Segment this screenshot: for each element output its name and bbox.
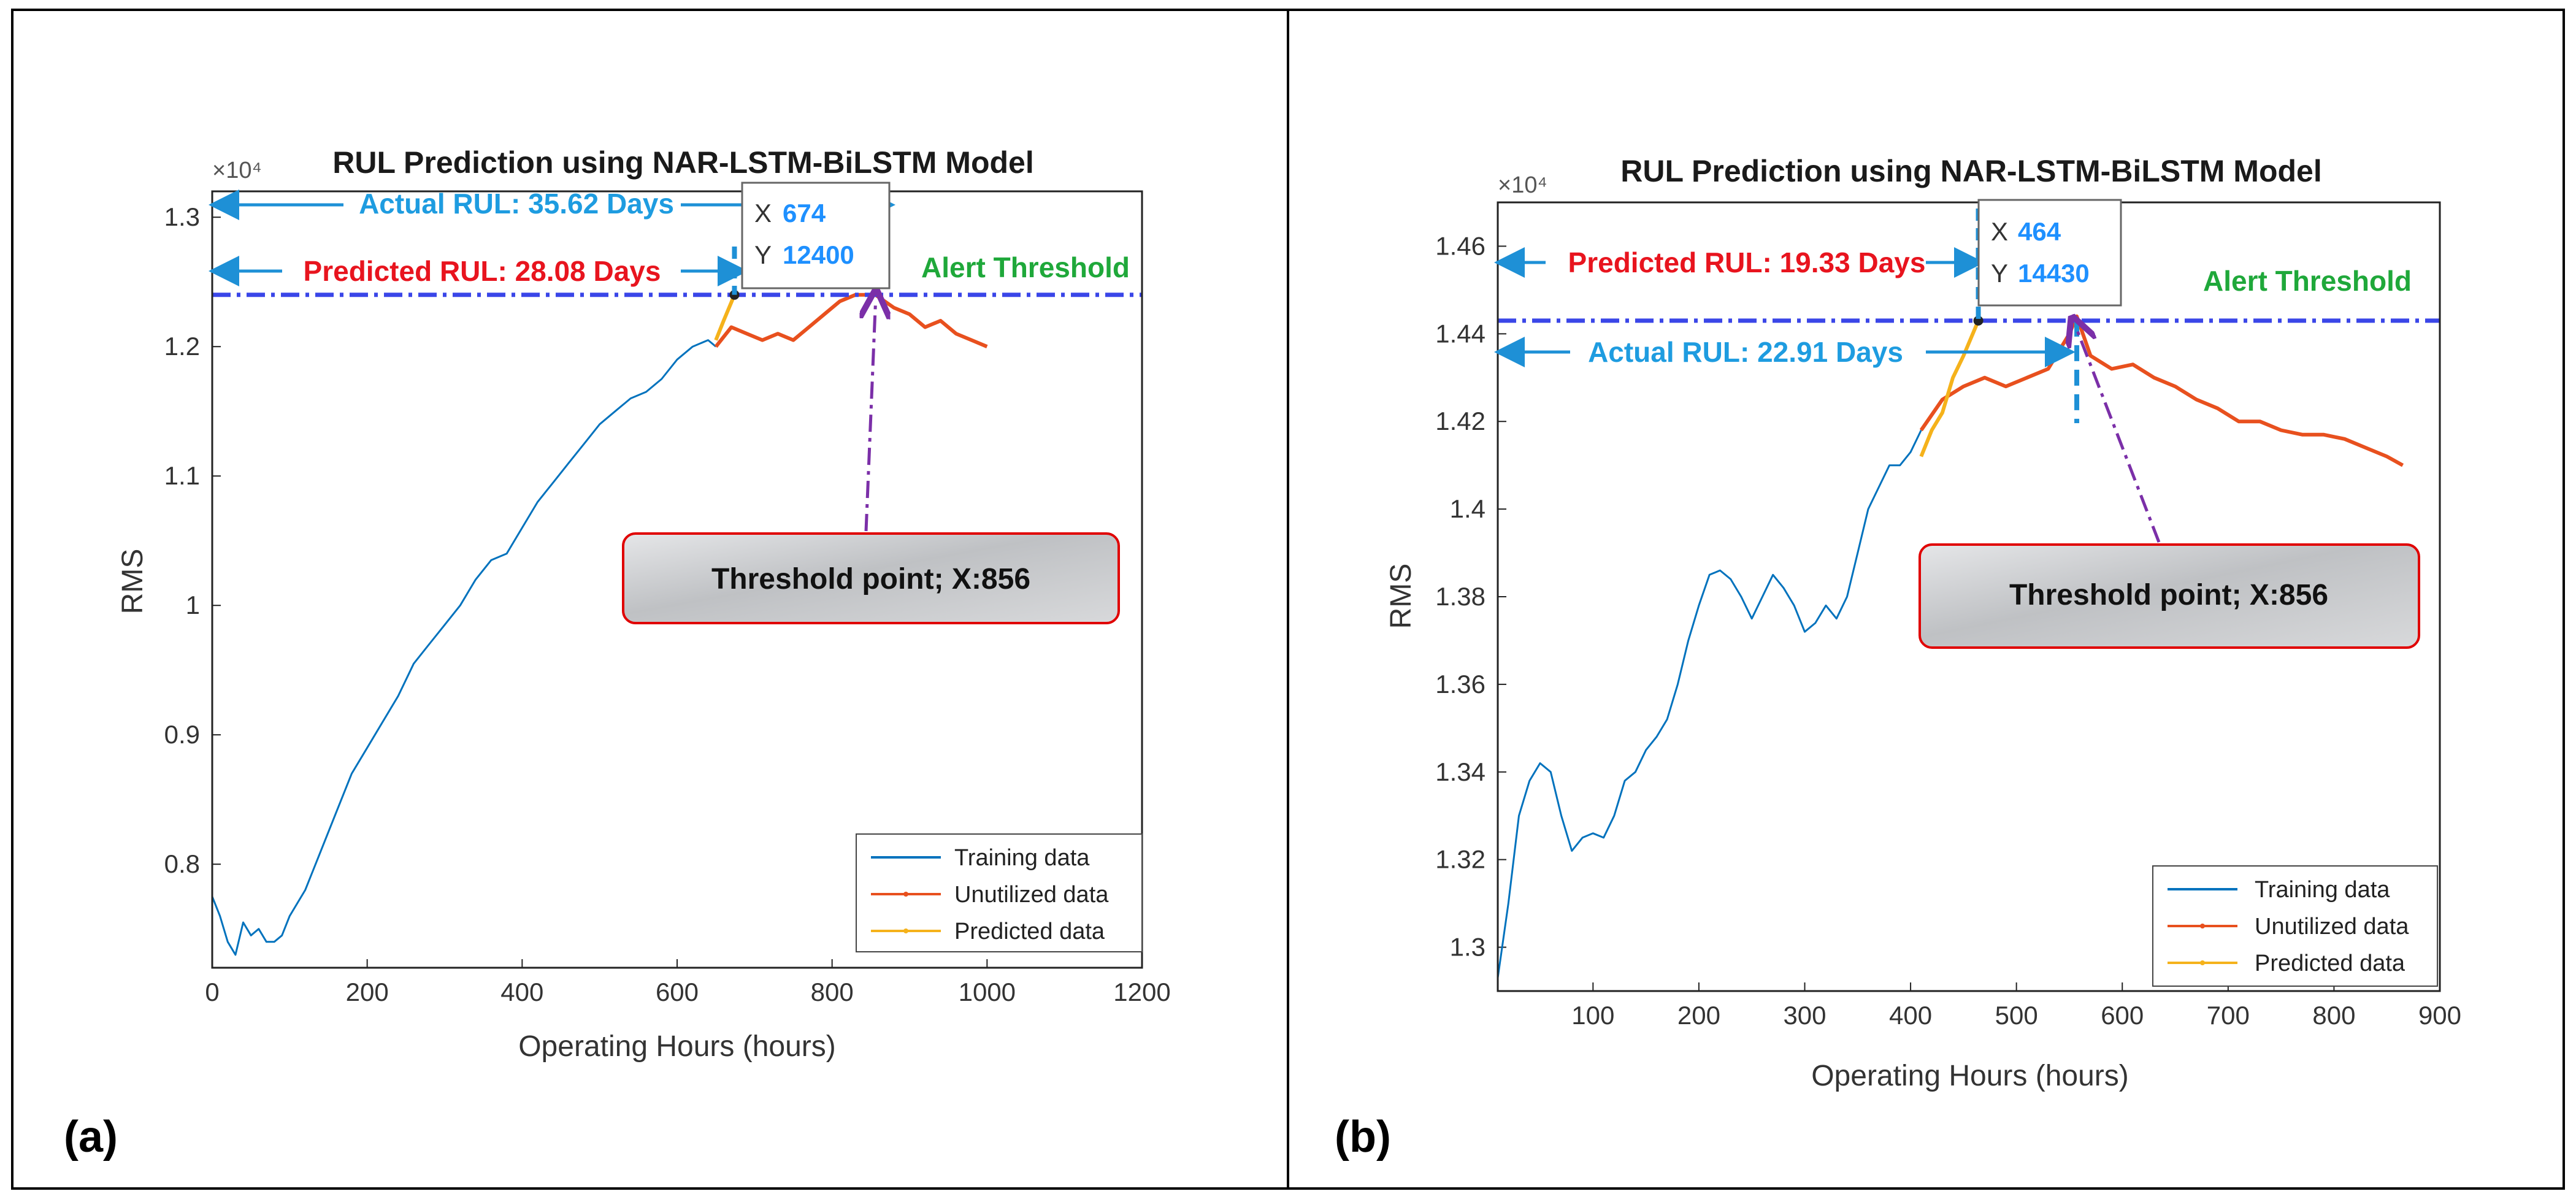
panel-a-plot-area: 0 200 400 600 800 1000 1200 0.8 0.9 1 1.1 1.2 1.3	[164, 194, 1171, 1006]
panel-b-x-tick-label: 100	[1571, 1001, 1614, 1030]
panel-b-legend-unutilized: Unutilized data	[2255, 914, 2409, 940]
panel-b-x-tick-label: 600	[2101, 1001, 2144, 1030]
panel-b-actual-rul-label: Actual RUL: 22.91 Days	[1588, 336, 1903, 368]
panel-a-y-tick-label: 0.8	[164, 849, 200, 878]
panel-a-y-axis-label: RMS	[117, 549, 149, 614]
panel-b-y-axis-label: RMS	[1385, 564, 1417, 629]
panel-a-y-tick-label: 1	[186, 591, 200, 619]
panel-b-threshold-box-label: Threshold point; X:856	[2009, 579, 2328, 611]
panel-b-x-tick-label: 900	[2418, 1001, 2461, 1030]
panel-a-datatip-y-value: 12400	[783, 240, 854, 269]
panel-b-x-axis-label: Operating Hours (hours)	[1811, 1060, 2129, 1092]
panel-b-predicted-rul-label: Predicted RUL: 19.33 Days	[1568, 247, 1926, 278]
panel-a-axes-box	[211, 190, 1143, 969]
panel-b-y-tick-label: 1.4	[1450, 494, 1485, 523]
panel-b-x-tick-label: 800	[2312, 1001, 2355, 1030]
panel-b-label: (b)	[1335, 1112, 1391, 1162]
panel-a-x-tick-label: 0	[205, 978, 219, 1006]
panel-b-datatip: X 464 Y 14430	[1977, 199, 2122, 307]
panel-a-actual-rul-label: Actual RUL: 35.62 Days	[359, 188, 674, 220]
panel-a-y-tick-label: 1.2	[164, 332, 200, 361]
panel-b-y-exponent: ×10⁴	[1498, 172, 1547, 198]
panel-a-y-tick-label: 0.9	[164, 720, 200, 749]
panel-b-alert-threshold-label: Alert Threshold	[2203, 265, 2412, 297]
panel-b-plot-area: 100 200 300 400 500 600 700 800 900 1.3 1.32 1.34 1.…	[1435, 209, 2461, 1030]
panel-a-y-tick-label: 1.1	[164, 461, 200, 490]
panel-b-legend: Training data Unutilized data Predicted …	[2152, 865, 2438, 987]
panel-a-y-tick-label: 1.3	[164, 202, 200, 231]
panel-b: RUL Prediction using NAR-LSTM-BiLSTM Mod…	[1335, 154, 2461, 1162]
panel-b-legend-predicted: Predicted data	[2255, 951, 2405, 976]
panel-a-x-tick-label: 600	[656, 978, 699, 1006]
panel-b-legend-training: Training data	[2255, 877, 2390, 903]
panel-a-datatip: X 674 Y 12400	[741, 182, 891, 289]
panel-a-x-tick-label: 800	[811, 978, 854, 1006]
panel-a-predicted-series	[714, 294, 737, 341]
panel-b-x-tick-label: 500	[1995, 1001, 2038, 1030]
panel-a-datatip-x-value: 674	[783, 199, 826, 228]
panel-b-y-tick-label: 1.36	[1435, 670, 1485, 699]
panel-a-unutilized-series	[714, 293, 988, 348]
panel-b-y-tick-label: 1.32	[1435, 845, 1485, 874]
panel-a-x-tick-label: 1000	[959, 978, 1016, 1006]
panel-b-y-tick-label: 1.44	[1435, 319, 1485, 348]
panel-a-datatip-y-label: Y	[754, 240, 772, 269]
panel-b-predicted-series	[1919, 320, 1980, 457]
panel-b-x-tick-label: 300	[1783, 1001, 1826, 1030]
panel-b-x-tick-label: 700	[2207, 1001, 2250, 1030]
panel-a-x-axis-label: Operating Hours (hours)	[518, 1030, 836, 1063]
panel-b-y-tick-label: 1.42	[1435, 407, 1485, 435]
panel-b-y-tick-label: 1.38	[1435, 582, 1485, 611]
panel-a-datatip-x-label: X	[754, 199, 772, 228]
panel-b-datatip-y-label: Y	[1991, 259, 2008, 288]
panel-b-title: RUL Prediction using NAR-LSTM-BiLSTM Mod…	[1620, 154, 2321, 188]
panel-a-x-tick-label: 400	[500, 978, 543, 1006]
panel-a-x-tick-label: 200	[346, 978, 389, 1006]
panel-b-training-series	[1497, 429, 1922, 978]
panel-a-legend-predicted: Predicted data	[954, 919, 1105, 944]
panel-a-legend: Training data Unutilized data Predicted …	[856, 833, 1143, 952]
panel-a-threshold-box	[622, 532, 1120, 624]
panel-a-training-series	[211, 339, 717, 956]
panel-b-y-tick-label: 1.3	[1450, 933, 1485, 962]
panel-b-x-tick-label: 200	[1677, 1001, 1720, 1030]
panel-a-x-tick-label: 1200	[1113, 978, 1170, 1006]
panel-a-predicted-rul-label: Predicted RUL: 28.08 Days	[304, 255, 661, 287]
panel-b-datatip-x-value: 464	[2018, 217, 2061, 246]
panel-a-label: (a)	[64, 1112, 118, 1162]
panel-a-threshold-arrow	[866, 304, 875, 532]
panel-a-title: RUL Prediction using NAR-LSTM-BiLSTM Mod…	[332, 145, 1033, 180]
panel-b-x-tick-label: 400	[1889, 1001, 1932, 1030]
panel-b-threshold-arrow	[2077, 329, 2161, 543]
panel-b-axes-box	[1497, 201, 2441, 992]
panel-a-legend-unutilized: Unutilized data	[954, 882, 1109, 908]
panel-a-y-exponent: ×10⁴	[212, 158, 262, 183]
panel-b-y-tick-label: 1.46	[1435, 231, 1485, 260]
panel-a-alert-threshold-label: Alert Threshold	[921, 251, 1130, 283]
panel-b-datatip-y-value: 14430	[2018, 259, 2090, 288]
panel-b-y-tick-label: 1.34	[1435, 757, 1485, 786]
panel-b-threshold-box	[1919, 543, 2420, 649]
panel-b-unutilized-series	[1919, 314, 2404, 467]
panel-a-threshold-box-label: Threshold point; X:856	[711, 563, 1030, 595]
panel-b-datatip-x-label: X	[1991, 217, 2008, 246]
panel-a-legend-training: Training data	[954, 845, 1090, 871]
panel-a: RUL Prediction using NAR-LSTM-BiLSTM Mod…	[64, 145, 1171, 1162]
